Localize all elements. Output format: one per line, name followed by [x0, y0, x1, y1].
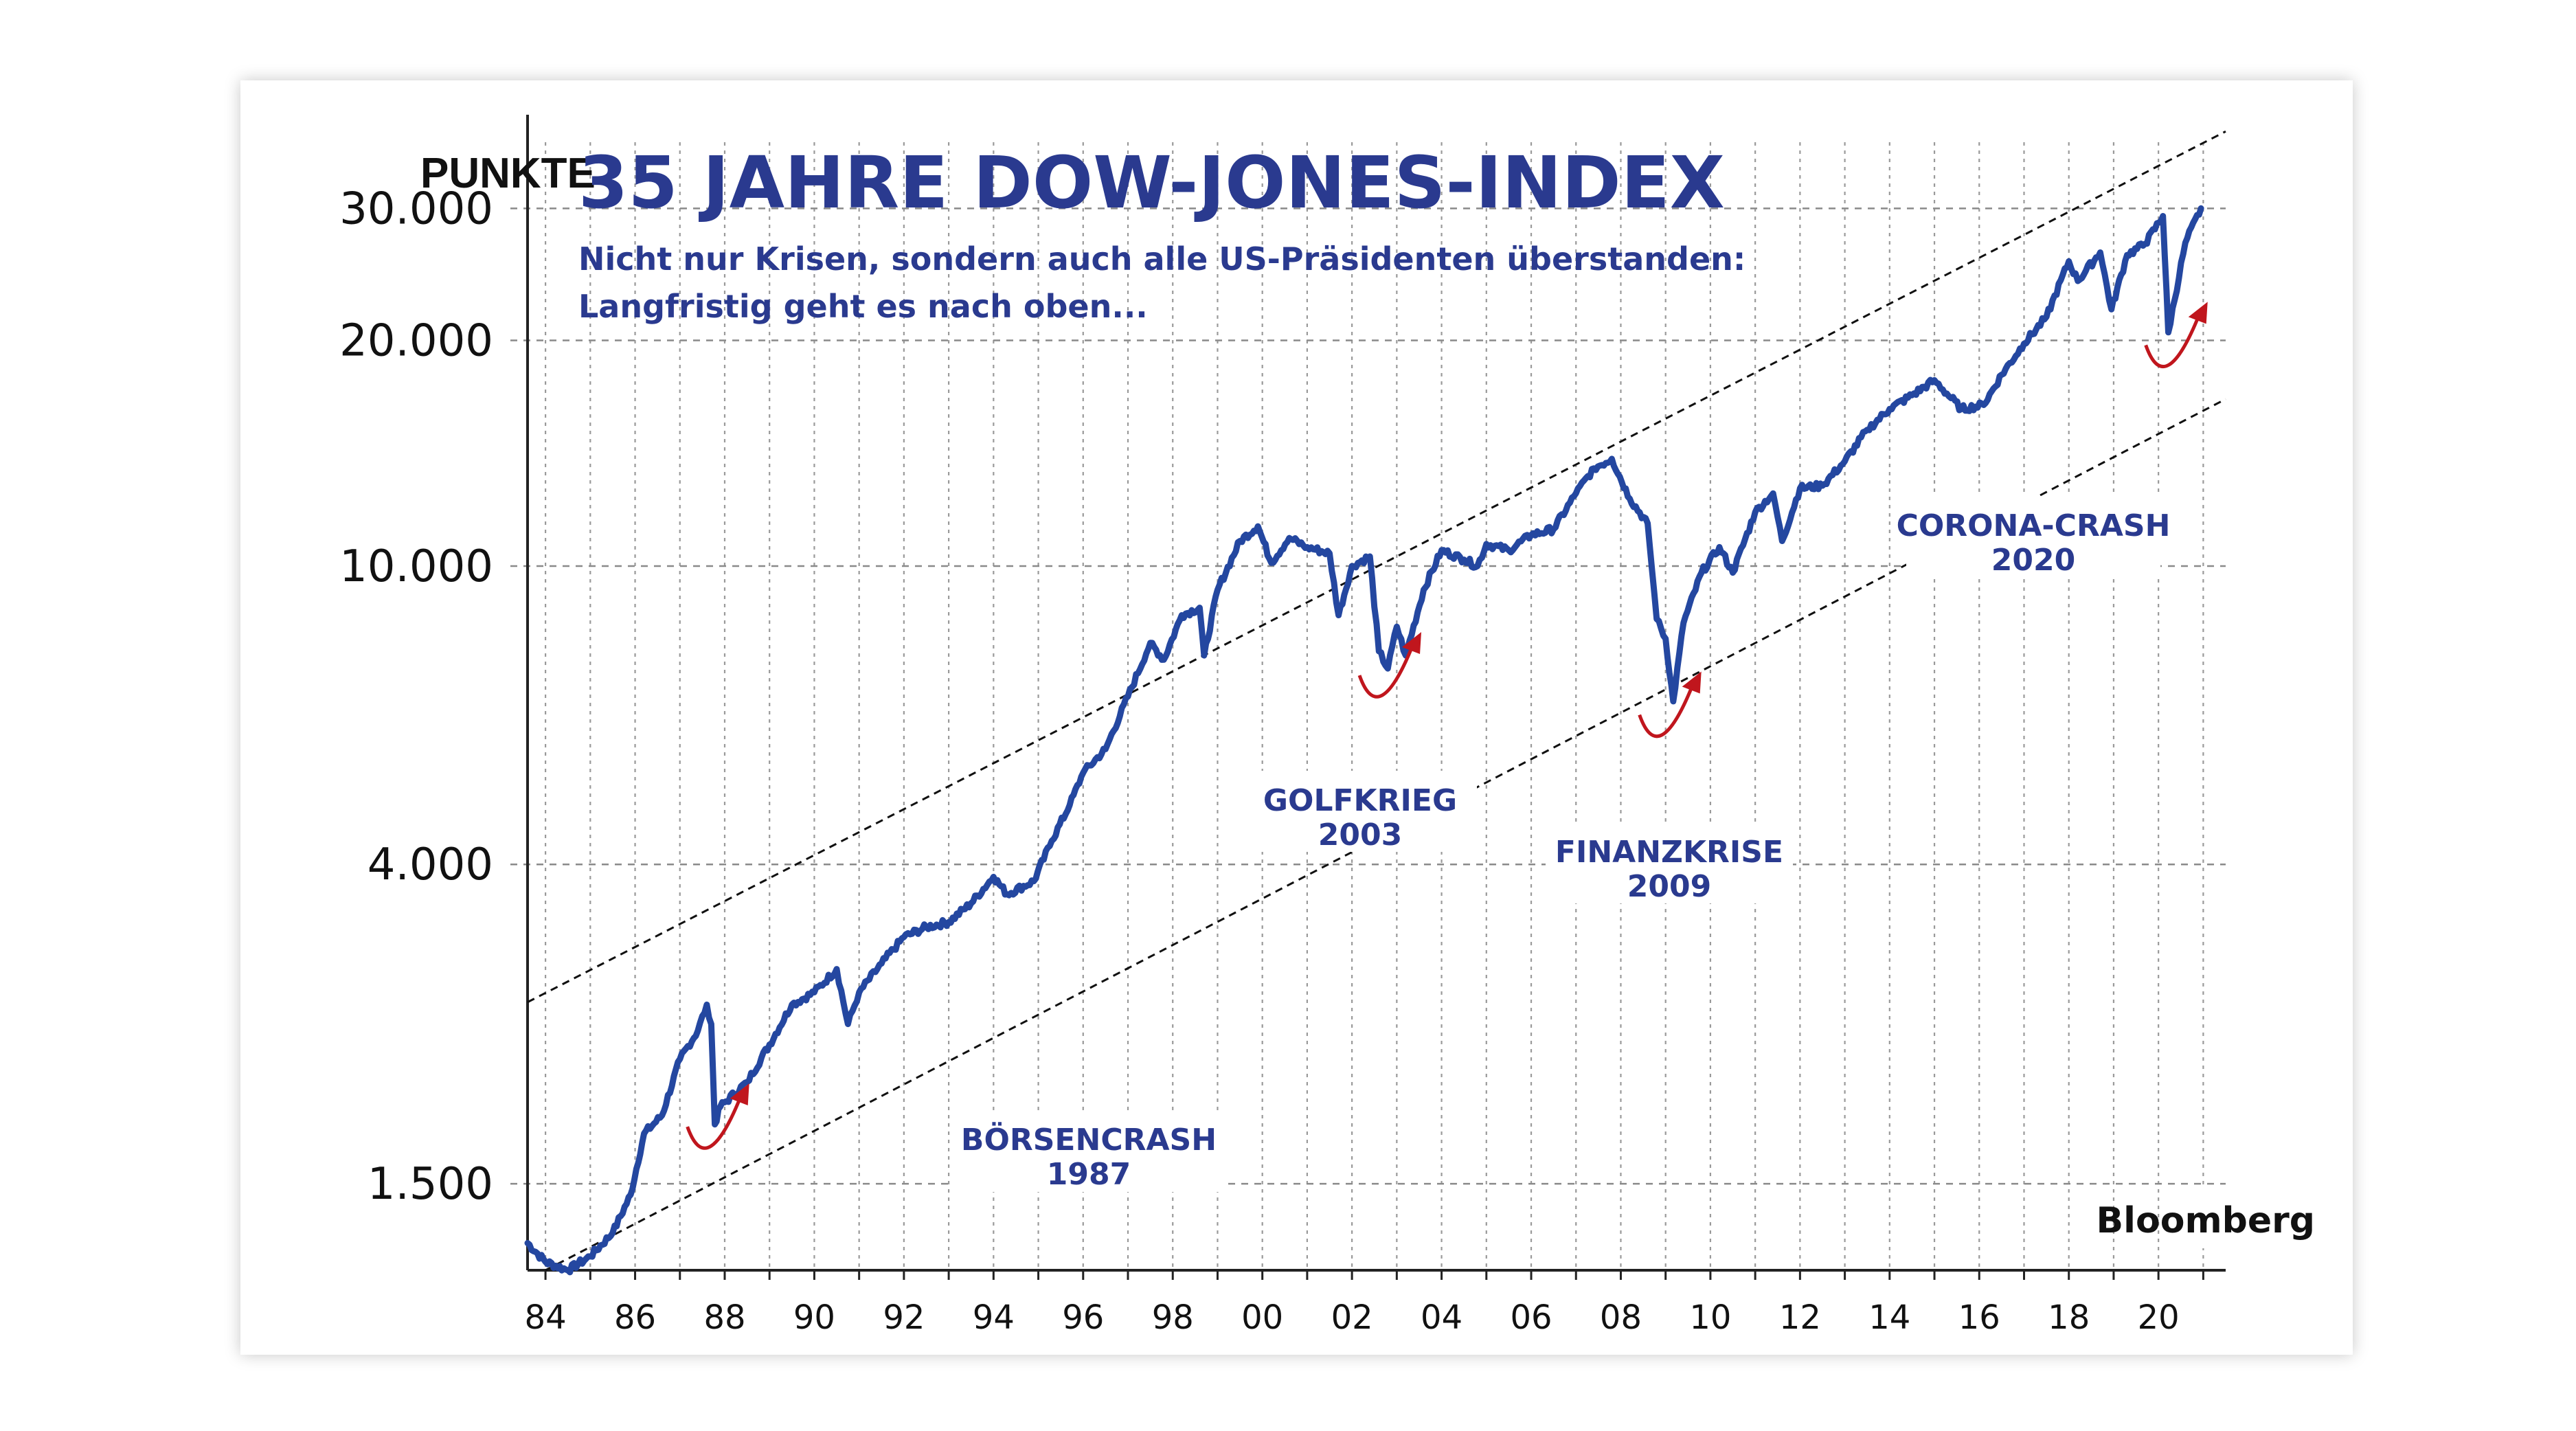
x-ticks: 84 86 88 90 92 94 96 98 00 02 04 06 08 10 12 14 16 18 20 — [525, 1270, 2204, 1337]
x-tick-label: 16 — [1958, 1298, 2000, 1337]
x-tick-label: 92 — [883, 1298, 925, 1337]
annotation-bg-finanzkrise — [1546, 822, 1793, 903]
annotation-backgrounds — [951, 496, 2322, 1248]
y-ticks: 1.500 4.000 10.000 20.000 30.000 — [339, 183, 493, 1210]
dow-jones-chart: 1.500 4.000 10.000 20.000 30.000 84 86 88 90 92 9… — [339, 115, 2322, 1337]
chart-card: 1.500 4.000 10.000 20.000 30.000 84 86 88 90 92 9… — [240, 80, 2353, 1355]
chart-subtitle-line-1: Nicht nur Krisen, sondern auch alle US-P… — [578, 240, 1745, 278]
recovery-arrow-head — [1402, 632, 1422, 655]
x-tick-label: 98 — [1152, 1298, 1194, 1337]
annotation-bg-corona — [1906, 496, 2160, 577]
recovery-arrow — [2144, 302, 2208, 368]
annotation-golfkrieg-label: GOLFKRIEG — [1263, 783, 1457, 818]
x-tick-label: 10 — [1689, 1298, 1731, 1337]
annotation-finanzkrise-label: FINANZKRISE — [1555, 835, 1783, 870]
annotation-golfkrieg-year: 2003 — [1318, 818, 1402, 853]
x-tick-label: 84 — [525, 1298, 567, 1337]
x-tick-label: 18 — [2048, 1298, 2090, 1337]
axes — [526, 115, 2226, 1272]
y-axis-title: PUNKTE — [420, 150, 596, 197]
chart-title: 35 JAHRE DOW-JONES-INDEX — [578, 141, 1725, 225]
series — [524, 205, 2204, 1276]
x-tick-label: 00 — [1241, 1298, 1283, 1337]
dow-jones-series-line — [524, 205, 2204, 1276]
x-tick-label: 88 — [703, 1298, 745, 1337]
recovery-arrow-curve — [1638, 683, 1695, 739]
x-tick-label: 86 — [614, 1298, 656, 1337]
recovery-arrow — [1638, 671, 1702, 739]
recovery-arrow-head — [1682, 671, 1702, 694]
chart-subtitle-line-2: Langfristig geht es nach oben... — [578, 288, 1148, 325]
recovery-arrow-curve — [1357, 644, 1415, 699]
x-tick-label: 02 — [1331, 1298, 1373, 1337]
x-tick-label: 96 — [1062, 1298, 1104, 1337]
annotation-finanzkrise-year: 2009 — [1627, 869, 1711, 904]
y-tick-label: 1.500 — [368, 1159, 493, 1210]
x-tick-label: 06 — [1510, 1298, 1552, 1337]
recovery-arrow — [1357, 632, 1422, 699]
source-bg — [2171, 1186, 2322, 1248]
annotation-bg-golfkrieg — [1243, 771, 1477, 852]
recovery-arrow-curve — [686, 1095, 743, 1150]
annotation-boersencrash-year: 1987 — [1047, 1157, 1131, 1192]
x-tick-label: 20 — [2138, 1298, 2180, 1337]
y-tick-label: 30.000 — [339, 183, 493, 234]
recovery-arrows — [686, 302, 2208, 1150]
recovery-arrow-curve — [2144, 313, 2202, 368]
x-tick-label: 94 — [973, 1298, 1015, 1337]
annotation-boersencrash-label: BÖRSENCRASH — [961, 1121, 1217, 1158]
y-tick-label: 4.000 — [368, 840, 493, 890]
y-tick-label: 20.000 — [339, 315, 493, 366]
annotation-bg-boersencrash — [951, 1111, 1226, 1192]
source-label: Bloomberg — [2097, 1200, 2315, 1241]
x-tick-label: 12 — [1779, 1298, 1821, 1337]
x-tick-label: 08 — [1600, 1298, 1642, 1337]
recovery-arrow-head — [2188, 302, 2208, 324]
recovery-arrow — [686, 1083, 749, 1150]
x-tick-label: 90 — [793, 1298, 835, 1337]
annotation-corona-label: CORONA-CRASH — [1897, 508, 2171, 543]
trend-line — [527, 130, 2226, 1004]
x-tick-label: 14 — [1868, 1298, 1910, 1337]
y-tick-label: 10.000 — [339, 541, 493, 592]
recovery-arrow-head — [730, 1083, 749, 1106]
x-tick-label: 04 — [1421, 1298, 1462, 1337]
annotation-corona-year: 2020 — [1991, 543, 2075, 578]
